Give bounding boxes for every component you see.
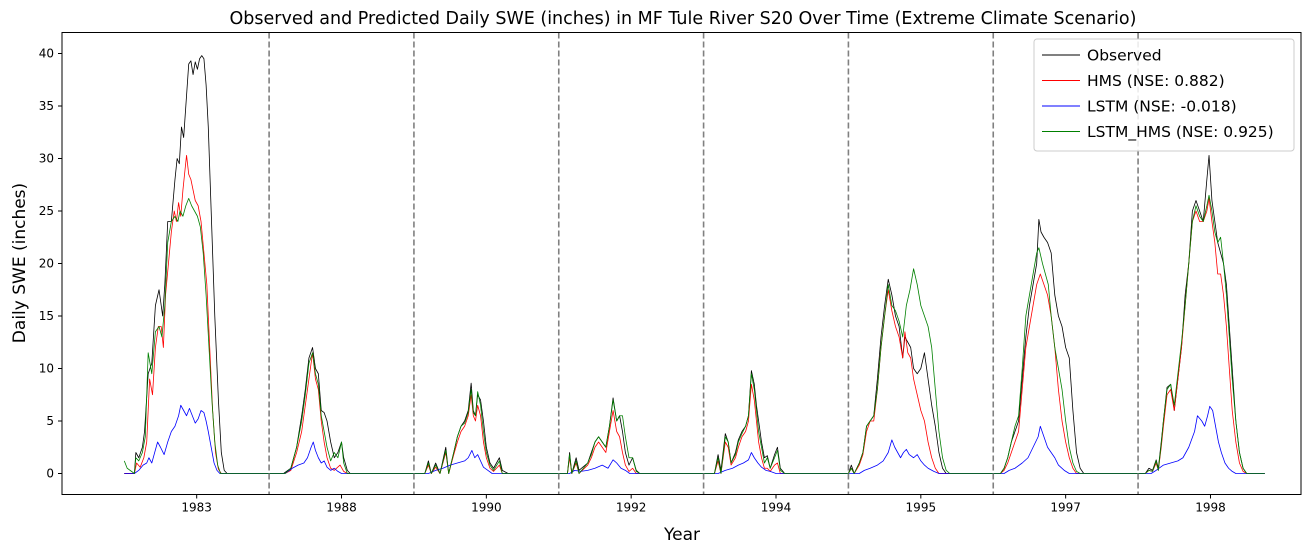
legend-label: Observed [1087, 47, 1162, 65]
x-tick-label: 1990 [471, 501, 502, 515]
series-layer [123, 55, 1265, 474]
series-line-4 [123, 194, 1265, 474]
legend-label: LSTM_HMS (NSE: 0.925) [1087, 123, 1274, 142]
y-tick-label: 35 [39, 99, 54, 113]
x-tick-label: 1997 [1050, 501, 1081, 515]
y-axis: 0 5 10 15 20 25 30 35 40 [39, 47, 62, 481]
legend-box [1033, 38, 1295, 152]
y-axis-title: Daily SWE (inches) [10, 183, 30, 343]
x-tick-label: 1983 [181, 501, 212, 515]
x-tick-label: 1988 [326, 501, 357, 515]
y-tick-label: 25 [39, 204, 54, 218]
x-tick-label: 1995 [906, 501, 937, 515]
y-tick-label: 20 [39, 257, 54, 271]
x-tick-label: 1998 [1195, 501, 1226, 515]
x-axis-title: Year [663, 525, 700, 545]
y-tick-label: 5 [46, 414, 54, 428]
x-tick-label: 1992 [616, 501, 647, 515]
legend: Observed HMS (NSE: 0.882) LSTM (NSE: -0.01… [1033, 38, 1295, 152]
y-tick-label: 15 [39, 309, 54, 323]
chart-title: Observed and Predicted Daily SWE (inches… [230, 9, 1137, 29]
y-tick-label: 0 [46, 467, 54, 481]
x-axis: 1983 1988 1990 1992 1994 1995 1997 1998 [181, 494, 1226, 515]
y-tick-label: 40 [39, 47, 54, 61]
legend-label: HMS (NSE: 0.882) [1087, 72, 1225, 90]
y-tick-label: 10 [39, 362, 54, 376]
legend-label: LSTM (NSE: -0.018) [1087, 98, 1237, 116]
x-tick-label: 1994 [761, 501, 792, 515]
series-line-3 [124, 404, 1265, 474]
y-tick-label: 30 [39, 152, 54, 166]
